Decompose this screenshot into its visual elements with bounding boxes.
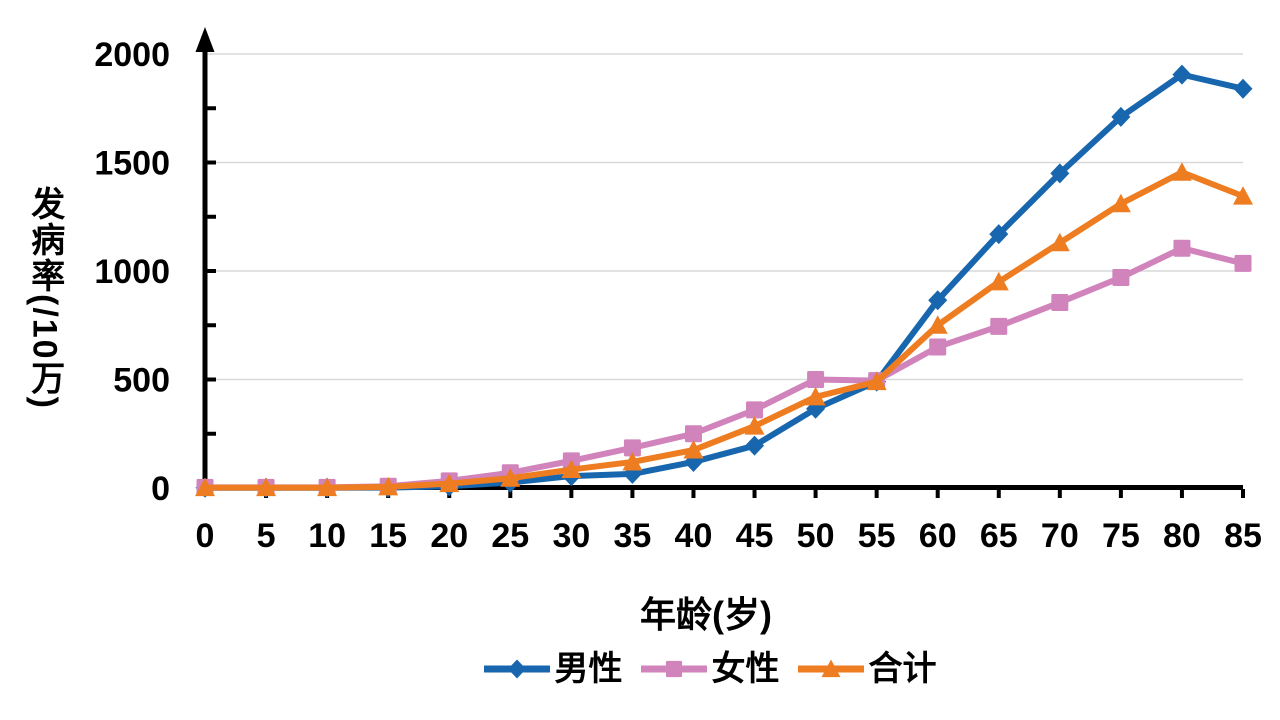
data-point-triangle	[866, 371, 887, 391]
x-tick-label: 20	[430, 517, 468, 555]
legend-item-total: 合计	[797, 650, 937, 688]
data-point-square	[746, 401, 764, 419]
legend-label-male: 男性	[554, 650, 623, 688]
data-point-triangle	[927, 315, 948, 334]
data-point-triangle	[988, 271, 1009, 291]
data-point-triangle	[683, 440, 704, 459]
data-point-square	[623, 439, 641, 457]
y-tick-label: 1500	[94, 145, 170, 183]
data-point-triangle	[1233, 186, 1253, 205]
x-tick-label: 5	[257, 517, 276, 555]
data-point-triangle	[805, 386, 826, 406]
data-point-triangle	[256, 477, 277, 497]
y-axis-title: 发病率(/10万)	[25, 186, 64, 410]
data-point-triangle	[378, 476, 399, 496]
data-point-diamond	[1111, 106, 1131, 127]
x-tick-label: 65	[980, 517, 1018, 555]
legend-item-male: 男性	[483, 650, 623, 688]
legend-item-female: 女性	[640, 650, 780, 688]
data-point-triangle	[561, 459, 582, 479]
x-tick-label: 85	[1224, 517, 1262, 555]
data-point-square	[1112, 269, 1130, 287]
y-axis-arrow-icon	[195, 27, 215, 52]
legend: 男性 女性 合计	[140, 652, 1280, 686]
y-tick-label: 500	[113, 362, 170, 400]
female-line-swatch-icon	[640, 660, 707, 678]
series-1	[196, 239, 1252, 496]
x-axis-title: 年龄(岁)	[640, 594, 772, 635]
data-point-square	[807, 371, 825, 388]
legend-label-female: 女性	[711, 650, 780, 688]
data-point-square	[1234, 254, 1252, 272]
data-point-diamond	[1050, 163, 1070, 184]
x-tick-label: 0	[196, 517, 215, 555]
x-tick-label: 10	[308, 517, 346, 555]
x-tick-label: 40	[675, 517, 713, 555]
data-point-diamond	[989, 224, 1009, 245]
x-tick-label: 35	[613, 517, 651, 555]
series-line	[202, 71, 1246, 491]
series-line	[202, 169, 1246, 491]
data-point-square	[990, 317, 1008, 335]
data-point-diamond	[507, 659, 526, 679]
data-point-triangle	[622, 451, 643, 471]
x-tick-label: 55	[858, 517, 896, 555]
series-0	[195, 64, 1253, 498]
y-tick-label: 0	[151, 470, 170, 508]
data-point-diamond	[1172, 64, 1192, 85]
x-tick-label: 80	[1163, 517, 1201, 555]
x-tick-label: 50	[797, 517, 835, 555]
data-point-square	[1051, 293, 1069, 311]
data-point-triangle	[1171, 162, 1192, 181]
data-point-diamond	[1233, 78, 1253, 99]
x-tick-label: 70	[1041, 517, 1079, 555]
data-point-triangle	[1049, 232, 1070, 252]
series-2	[195, 162, 1253, 497]
data-point-triangle	[195, 477, 215, 497]
x-tick-label: 60	[919, 517, 957, 555]
x-tick-label: 15	[369, 517, 407, 555]
legend-label-total: 合计	[868, 650, 937, 688]
x-tick-label: 30	[552, 517, 590, 555]
data-point-square	[929, 338, 947, 356]
data-point-square	[684, 425, 702, 443]
data-point-square	[665, 660, 682, 678]
y-tick-label: 1000	[94, 253, 170, 291]
data-point-triangle	[744, 416, 765, 435]
total-line-swatch-icon	[797, 659, 864, 678]
x-tick-label: 25	[491, 517, 529, 555]
x-tick-label: 75	[1102, 517, 1140, 555]
data-point-square	[1173, 239, 1191, 257]
data-point-triangle	[500, 468, 521, 487]
data-point-triangle	[317, 477, 338, 497]
data-point-diamond	[745, 435, 765, 456]
x-tick-label: 45	[736, 517, 774, 555]
data-point-diamond	[928, 290, 948, 311]
data-point-triangle	[439, 473, 460, 493]
data-point-triangle	[821, 659, 840, 678]
y-tick-label: 2000	[94, 36, 170, 74]
data-point-triangle	[1110, 193, 1131, 213]
male-line-swatch-icon	[483, 659, 550, 679]
